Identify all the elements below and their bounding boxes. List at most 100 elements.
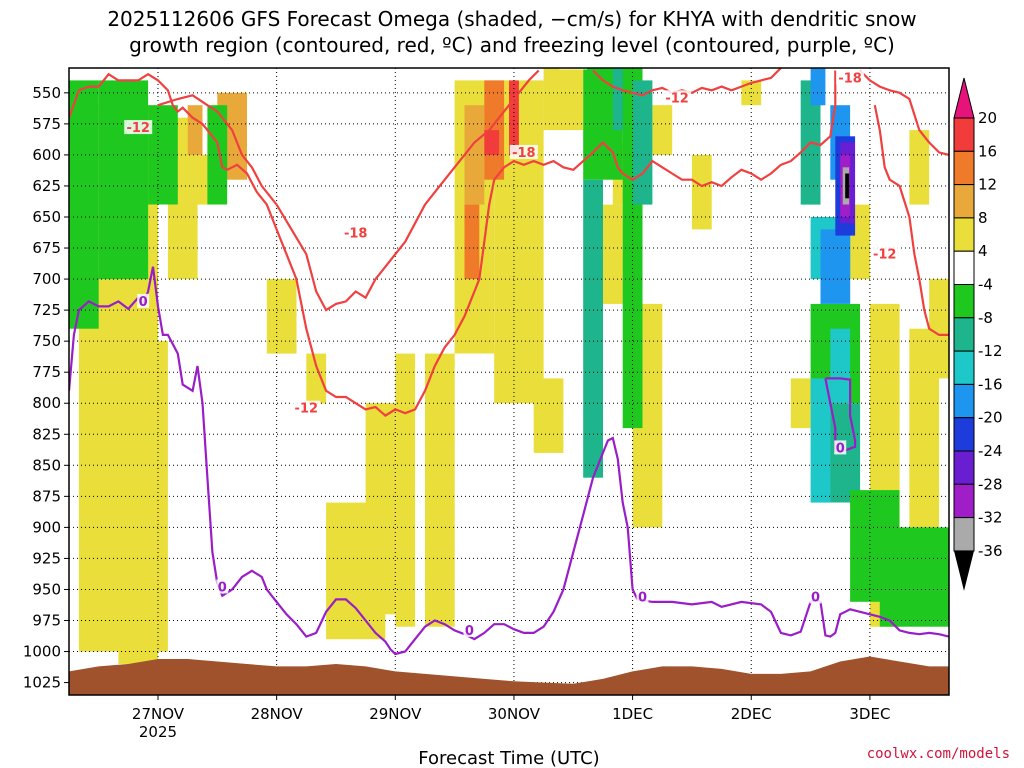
omega-shade-cell [509, 80, 519, 155]
credit-text: coolwx.com/models [867, 746, 1010, 762]
chart-title-line-1: 2025112606 GFS Forecast Omega (shaded, −… [107, 7, 916, 31]
dgz-contour-label: -12 [665, 91, 689, 106]
contour-line [873, 104, 949, 336]
colorbar-swatch [953, 184, 975, 219]
omega-shade-cell [98, 328, 129, 640]
omega-shade-cell [810, 378, 831, 503]
colorbar-label: 12 [978, 176, 997, 194]
colorbar-label: -24 [978, 442, 1003, 460]
freezing-contour-label: 0 [218, 580, 227, 595]
y-tick-label: 650 [32, 208, 61, 226]
omega-shade-cell [810, 68, 826, 106]
omega-shade-cell [583, 179, 603, 478]
contour-label-bg [559, 68, 588, 70]
y-tick-label: 925 [32, 549, 61, 567]
y-tick-label: 625 [32, 177, 61, 195]
y-tick-label: 700 [32, 270, 61, 288]
contour-label-bg [124, 120, 153, 135]
y-tick-label: 750 [32, 332, 61, 350]
omega-shade-cell [484, 130, 500, 155]
omega-shade-cell [306, 353, 327, 404]
contour-label-bg [834, 440, 847, 455]
colorbar-swatch [953, 117, 975, 152]
contour-label-bg [636, 589, 649, 604]
x-tick-label: 29NOV [369, 705, 422, 723]
colorbar-swatch [953, 284, 975, 319]
omega-shade-cell [845, 173, 850, 199]
omega-shade-cell [425, 353, 455, 627]
freezing-contour-label: 0 [811, 590, 820, 605]
colorbar-swatch [953, 517, 975, 552]
terrain-surface [69, 656, 949, 695]
freezing-contour-label: 0 [139, 295, 148, 310]
colorbar-swatch [953, 483, 975, 519]
y-tick-label: 775 [32, 363, 61, 381]
colorbar-label: -8 [978, 309, 993, 327]
dgz-contour-label: -12 [562, 57, 586, 72]
omega-shade-cell [98, 80, 149, 280]
plot-frame [68, 67, 950, 696]
contour-label-bg [216, 579, 229, 594]
omega-shade-cell [691, 154, 712, 230]
omega-shade-cell [830, 328, 851, 404]
colorbar-label: 20 [978, 109, 997, 127]
x-tick-label: 28NOV [251, 705, 304, 723]
y-tick-label: 550 [32, 84, 61, 102]
colorbar-swatch [953, 317, 975, 352]
y-tick-label: 800 [32, 394, 61, 412]
x-axis-label: Forecast Time (UTC) [418, 748, 599, 768]
freezing-contour-label: 0 [465, 624, 474, 639]
y-tick-label: 975 [32, 612, 61, 630]
colorbar-top-arrow [953, 77, 975, 119]
x-tick-sublabel: 2025 [139, 723, 177, 741]
contour-label-bg [663, 90, 692, 105]
omega-shade-cell [652, 105, 673, 155]
x-tick-label: 30NOV [488, 705, 541, 723]
omega-shade-cell [266, 279, 297, 354]
colorbar-label: 4 [978, 242, 988, 260]
colorbar-label: -4 [978, 276, 993, 294]
y-tick-label: 825 [32, 425, 61, 443]
omega-shade-cell [543, 68, 584, 131]
omega-shade-cell [909, 130, 930, 205]
colorbar: 20 16 12 8 4 -4 -8 -12 -16 -20 -24 -28 -32 -36 [953, 77, 1003, 591]
omega-shade-cell [533, 378, 564, 453]
plot-area: -12 -18 -12 -18 -12 -12 -18 -12 0 0 0 0 0 0 [69, 57, 949, 695]
x-tick-label: 2DEC [731, 705, 772, 723]
y-tick-label: 725 [32, 301, 61, 319]
chart-title-line-2: growth region (contoured, red, ºC) and f… [129, 33, 895, 57]
omega-shade-cell [395, 353, 416, 627]
y-tick-label: 1025 [23, 674, 61, 692]
y-tick-label: 600 [32, 146, 61, 164]
colorbar-label: -20 [978, 409, 1003, 427]
omega-shade-cell [365, 403, 396, 615]
y-axis-ticks: 550 575 600 625 650 675 700 725 750 775 800 825 850 8… [23, 84, 69, 692]
colorbar-swatch [953, 350, 975, 385]
omega-shade-cell [632, 80, 653, 205]
y-tick-label: 675 [32, 239, 61, 257]
omega-shade-cell [929, 279, 949, 379]
omega-shade-cell [464, 105, 485, 205]
freezing-contour-label: 0 [638, 590, 647, 605]
omega-shade-cell [484, 80, 505, 180]
x-tick-label: 1DEC [612, 705, 653, 723]
dgz-contour-label: -18 [512, 146, 536, 161]
omega-shade-cell [464, 204, 480, 280]
colorbar-swatch [953, 383, 975, 419]
colorbar-bottom-arrow [954, 550, 974, 591]
x-tick-label: 3DEC [849, 705, 890, 723]
freezing-contour-label: 0 [836, 441, 845, 456]
colorbar-swatch [953, 450, 975, 485]
dgz-contour-label: -18 [838, 71, 862, 86]
dgz-contour-label: -12 [295, 402, 319, 417]
colorbar-label: -28 [978, 475, 1003, 493]
colorbar-label: 8 [978, 209, 988, 227]
omega-shade-cell [187, 105, 203, 155]
contour-line [859, 69, 949, 156]
contours: -12 -18 -12 -18 -12 -12 -18 -12 0 0 0 0 0 0 [69, 57, 949, 656]
y-tick-label: 875 [32, 487, 61, 505]
colorbar-swatch [953, 150, 975, 186]
y-tick-label: 575 [32, 115, 61, 133]
contour-label-bg [870, 246, 899, 261]
